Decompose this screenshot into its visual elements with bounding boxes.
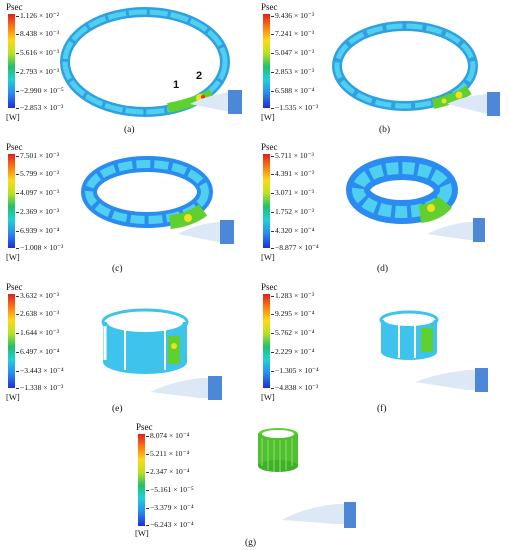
tick-label: −1.338 × 10⁻³ (15, 383, 64, 392)
colorbar (263, 294, 270, 388)
tick-label: 5.047 × 10⁻³ (270, 48, 315, 57)
ring-figure (332, 21, 500, 116)
tick-label: 5.762 × 10⁻⁴ (270, 328, 315, 337)
tick-label: 5.711 × 10⁻³ (271, 151, 314, 160)
tick-label: −2.853 × 10⁻³ (15, 103, 64, 112)
panel-b: Psec 9.436 × 10⁻³ 7.241 × 10⁻³ 5.047 × 1… (255, 0, 510, 140)
tick-label: 7.501 × 10⁻³ (15, 151, 60, 160)
tick-label: 8.074 × 10⁻⁴ (145, 431, 190, 440)
colorbar-title: Psec (6, 2, 23, 12)
colorbar-title: Psec (261, 282, 278, 292)
tick-label: −1.305 × 10⁻⁴ (271, 366, 319, 375)
unit-label: [W] (6, 252, 20, 262)
colorbar-title: Psec (136, 422, 153, 432)
panel-label: (e) (112, 404, 123, 414)
colorbar-title: Psec (6, 282, 23, 292)
tick-label: 2.793 × 10⁻³ (15, 67, 60, 76)
ring-figure (81, 156, 234, 244)
tick-label: 5.799 × 10⁻³ (15, 169, 60, 178)
panel-label: (f) (377, 404, 387, 414)
colorbar (263, 154, 270, 248)
unit-label: [W] (261, 392, 275, 402)
tick-label: −1.535 × 10⁻³ (270, 103, 319, 112)
panel-e: Psec 3.632 × 10⁻³ 2.638 × 10⁻³ 1.644 × 1… (0, 280, 255, 420)
tick-label: −6.243 × 10⁻⁴ (146, 520, 194, 529)
panel-d: Psec 5.711 × 10⁻³ 4.391 × 10⁻³ 3.071 × 1… (255, 140, 510, 280)
tick-label: 9.295 × 10⁻⁴ (270, 309, 315, 318)
panel-c: Psec 7.501 × 10⁻³ 5.799 × 10⁻³ 4.097 × 1… (0, 140, 255, 280)
panel-f: Psec 1.283 × 10⁻³ 9.295 × 10⁻⁴ 5.762 × 1… (255, 280, 510, 420)
ring-figure (379, 310, 488, 392)
tick-label: 6.497 × 10⁻⁴ (15, 347, 60, 356)
tick-label: −3.443 × 10⁻⁴ (16, 366, 64, 375)
tick-label: 9.436 × 10⁻³ (270, 11, 315, 20)
tick-label: 6.939 × 10⁻⁴ (15, 226, 60, 235)
tick-label: 1.283 × 10⁻³ (270, 291, 315, 300)
colorbar-title: Psec (6, 142, 23, 152)
panel-a: Psec 1.126 × 10⁻² 8.438 × 10⁻³ 5.616 × 1… (0, 0, 255, 140)
panel-label: (a) (124, 125, 135, 135)
panel-g: Psec 8.074 × 10⁻⁴ 5.211 × 10⁻⁴ 2.347 × 1… (0, 420, 510, 550)
tick-label: −3.379 × 10⁻⁴ (146, 503, 194, 512)
tick-label: 5.211 × 10⁻⁴ (145, 449, 190, 458)
tick-label: −1.008 × 10⁻³ (15, 243, 64, 252)
colorbar (8, 14, 15, 108)
blade-annotation-1: 1 (173, 79, 180, 91)
tick-label: 5.616 × 10⁻³ (15, 48, 60, 57)
colorbar (138, 434, 145, 526)
tick-label: 1.752 × 10⁻³ (270, 207, 315, 216)
colorbar (8, 294, 15, 388)
panel-label: (d) (377, 264, 389, 274)
tick-label: 1.126 × 10⁻² (15, 11, 60, 20)
blade-annotation-2: 2 (196, 70, 203, 82)
colorbar-title: Psec (261, 2, 278, 12)
tick-label: 7.241 × 10⁻³ (270, 29, 315, 38)
tick-label: 1.644 × 10⁻³ (15, 328, 60, 337)
ring-figure (101, 308, 222, 400)
panel-label: (c) (112, 264, 123, 274)
tick-label: 2.638 × 10⁻³ (15, 309, 60, 318)
ring-figure (258, 428, 356, 528)
tick-label: −2.990 × 10⁻⁵ (16, 86, 64, 95)
unit-label: [W] (135, 528, 149, 538)
unit-label: [W] (6, 392, 20, 402)
tick-label: 6.588 × 10⁻⁴ (270, 86, 315, 95)
unit-label: [W] (6, 112, 20, 122)
tick-label: −8.877 × 10⁻⁴ (271, 243, 319, 252)
ring-figure (60, 7, 242, 117)
colorbar (263, 14, 270, 108)
tick-label: 2.853 × 10⁻³ (270, 67, 315, 76)
panel-label: (b) (379, 125, 391, 135)
tick-label: −4.838 × 10⁻³ (270, 383, 319, 392)
tick-label: 4.391 × 10⁻³ (270, 169, 315, 178)
colorbar-title: Psec (261, 142, 278, 152)
tick-label: 4.320 × 10⁻⁴ (270, 226, 315, 235)
tick-label: 2.347 × 10⁻⁴ (145, 467, 190, 476)
tick-label: 2.229 × 10⁻⁴ (270, 347, 315, 356)
unit-label: [W] (261, 112, 275, 122)
tick-label: 8.438 × 10⁻³ (15, 29, 60, 38)
ring-figure (346, 156, 485, 242)
unit-label: [W] (261, 252, 275, 262)
tick-label: 4.097 × 10⁻³ (15, 188, 60, 197)
tick-label: 3.071 × 10⁻³ (270, 188, 315, 197)
tick-label: 2.369 × 10⁻³ (15, 207, 60, 216)
panel-label: (g) (245, 538, 257, 548)
tick-label: 3.632 × 10⁻³ (15, 291, 60, 300)
tick-label: −5.161 × 10⁻⁵ (146, 485, 194, 494)
colorbar (8, 154, 15, 248)
